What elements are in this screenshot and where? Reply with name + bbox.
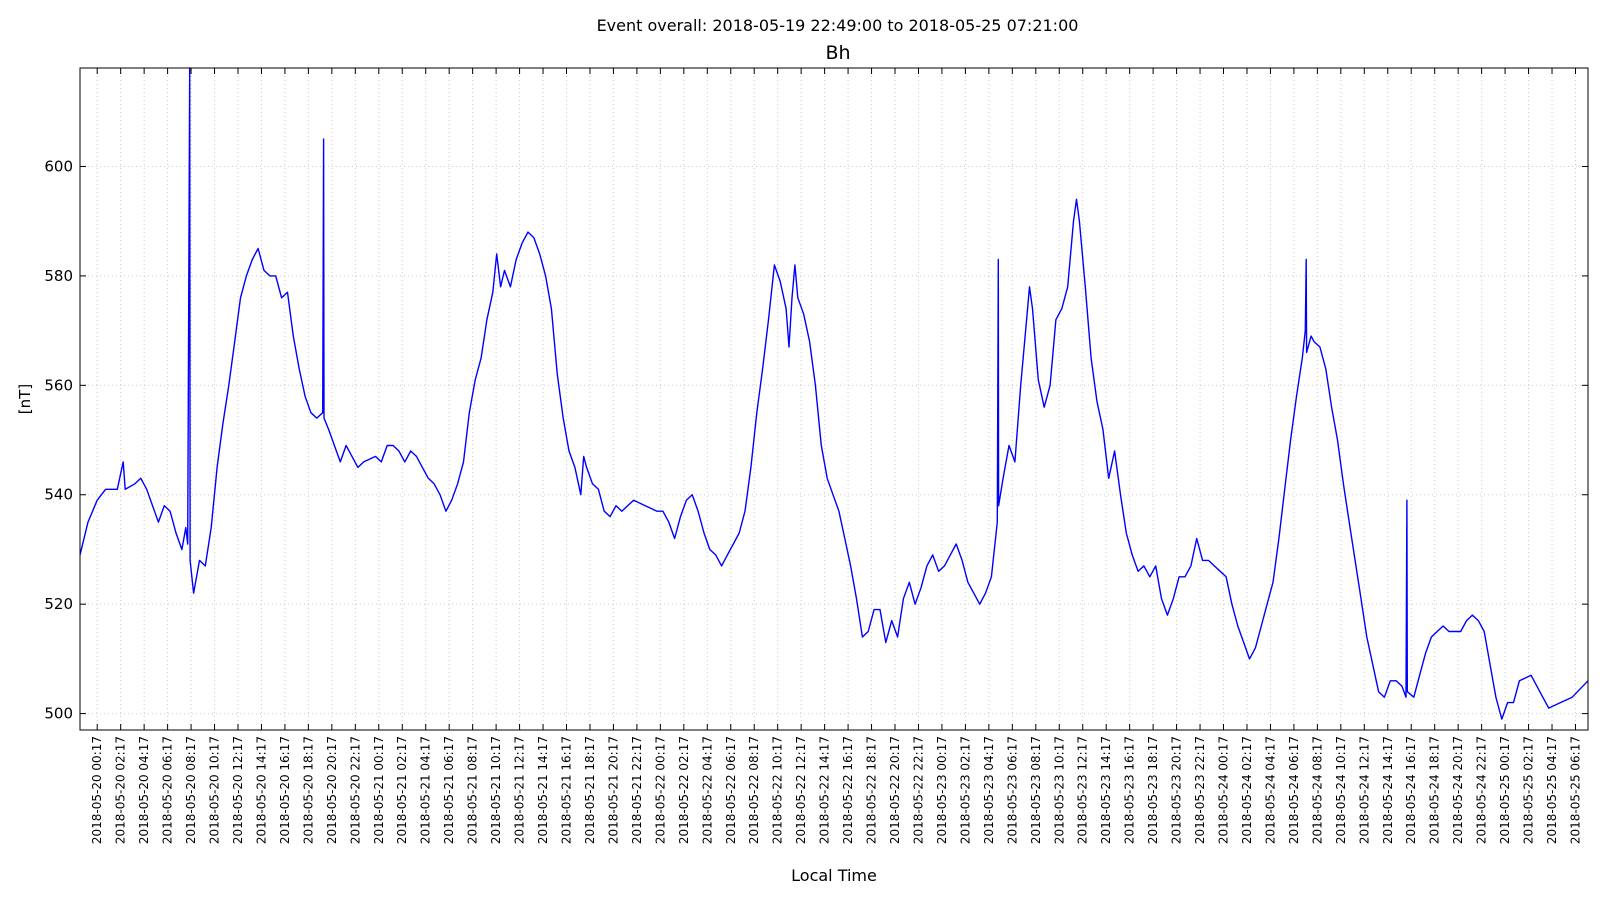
x-tick-label: 2018-05-21 10:17 (489, 736, 503, 844)
y-tick-label: 600 (44, 157, 73, 175)
x-tick-label: 2018-05-25 06:17 (1568, 736, 1582, 844)
x-tick-label: 2018-05-20 00:17 (90, 736, 104, 844)
suptitle: Event overall: 2018-05-19 22:49:00 to 20… (596, 16, 1079, 35)
x-tick-label: 2018-05-22 10:17 (771, 736, 785, 844)
x-tick-label: 2018-05-25 04:17 (1545, 736, 1559, 844)
x-tick-label: 2018-05-24 22:17 (1475, 736, 1489, 844)
x-tick-label: 2018-05-21 02:17 (395, 736, 409, 844)
x-tick-label: 2018-05-20 06:17 (161, 736, 175, 844)
x-tick-label: 2018-05-20 22:17 (348, 736, 362, 844)
x-tick-label: 2018-05-21 04:17 (419, 736, 433, 844)
y-tick-label: 520 (44, 595, 73, 613)
y-tick-label: 560 (44, 376, 73, 394)
x-tick-label: 2018-05-23 16:17 (1123, 736, 1137, 844)
x-tick-label: 2018-05-24 00:17 (1217, 736, 1231, 844)
x-tick-label: 2018-05-20 04:17 (137, 736, 151, 844)
x-tick-label: 2018-05-24 14:17 (1381, 736, 1395, 844)
x-tick-label: 2018-05-21 20:17 (606, 736, 620, 844)
x-tick-label: 2018-05-21 12:17 (513, 736, 527, 844)
x-tick-label: 2018-05-23 02:17 (958, 736, 972, 844)
y-tick-label: 500 (44, 705, 73, 723)
x-axis-label: Local Time (791, 866, 877, 885)
x-tick-label: 2018-05-22 14:17 (818, 736, 832, 844)
x-tick-label: 2018-05-23 12:17 (1076, 736, 1090, 844)
x-tick-label: 2018-05-20 18:17 (301, 736, 315, 844)
x-tick-label: 2018-05-21 14:17 (536, 736, 550, 844)
x-tick-label: 2018-05-24 12:17 (1357, 736, 1371, 844)
x-tick-label: 2018-05-22 02:17 (677, 736, 691, 844)
x-tick-label: 2018-05-20 20:17 (325, 736, 339, 844)
x-tick-label: 2018-05-24 18:17 (1428, 736, 1442, 844)
x-tick-label: 2018-05-23 04:17 (982, 736, 996, 844)
x-tick-label: 2018-05-22 00:17 (653, 736, 667, 844)
x-tick-label: 2018-05-23 00:17 (935, 736, 949, 844)
x-tick-label: 2018-05-21 06:17 (442, 736, 456, 844)
x-tick-label: 2018-05-21 08:17 (466, 736, 480, 844)
x-tick-label: 2018-05-24 04:17 (1263, 736, 1277, 844)
x-tick-label: 2018-05-25 02:17 (1522, 736, 1536, 844)
x-tick-label: 2018-05-24 10:17 (1334, 736, 1348, 844)
x-tick-label: 2018-05-20 02:17 (114, 736, 128, 844)
x-tick-label: 2018-05-23 18:17 (1146, 736, 1160, 844)
x-tick-label: 2018-05-23 20:17 (1170, 736, 1184, 844)
y-axis-label: [nT] (16, 384, 34, 414)
x-tick-label: 2018-05-24 02:17 (1240, 736, 1254, 844)
x-tick-label: 2018-05-21 16:17 (560, 736, 574, 844)
y-axis: 500 520 540 560 580 600 (44, 157, 1588, 723)
x-tick-label: 2018-05-23 08:17 (1029, 736, 1043, 844)
x-tick-label: 2018-05-22 18:17 (865, 736, 879, 844)
x-axis: 2018-05-20 00:17 2018-05-20 02:17 2018-05-… (90, 68, 1582, 844)
bh-series-line (79, 67, 1589, 720)
x-tick-label: 2018-05-21 00:17 (372, 736, 386, 844)
grid-layer (80, 68, 1588, 730)
x-tick-label: 2018-05-23 06:17 (1005, 736, 1019, 844)
x-tick-label: 2018-05-20 12:17 (231, 736, 245, 844)
x-tick-label: 2018-05-20 14:17 (254, 736, 268, 844)
x-tick-label: 2018-05-20 16:17 (278, 736, 292, 844)
x-tick-label: 2018-05-24 20:17 (1451, 736, 1465, 844)
x-tick-label: 2018-05-23 10:17 (1052, 736, 1066, 844)
x-tick-label: 2018-05-20 10:17 (208, 736, 222, 844)
x-tick-label: 2018-05-22 12:17 (794, 736, 808, 844)
x-tick-label: 2018-05-22 04:17 (700, 736, 714, 844)
x-tick-label: 2018-05-22 16:17 (841, 736, 855, 844)
x-tick-label: 2018-05-23 14:17 (1099, 736, 1113, 844)
x-tick-label: 2018-05-22 08:17 (747, 736, 761, 844)
line-layer (79, 67, 1589, 720)
x-tick-label: 2018-05-20 08:17 (184, 736, 198, 844)
x-tick-label: 2018-05-23 22:17 (1193, 736, 1207, 844)
x-tick-label: 2018-05-22 06:17 (724, 736, 738, 844)
plot-frame (79, 67, 1589, 731)
x-tick-label: 2018-05-24 06:17 (1287, 736, 1301, 844)
x-tick-label: 2018-05-21 22:17 (630, 736, 644, 844)
y-tick-label: 580 (44, 267, 73, 285)
y-tick-label: 540 (44, 486, 73, 504)
x-tick-label: 2018-05-24 16:17 (1404, 736, 1418, 844)
plot-title: Bh (825, 42, 851, 64)
x-tick-label: 2018-05-24 08:17 (1310, 736, 1324, 844)
x-tick-label: 2018-05-25 00:17 (1498, 736, 1512, 844)
x-tick-label: 2018-05-22 22:17 (911, 736, 925, 844)
x-tick-label: 2018-05-22 20:17 (888, 736, 902, 844)
x-tick-label: 2018-05-21 18:17 (583, 736, 597, 844)
